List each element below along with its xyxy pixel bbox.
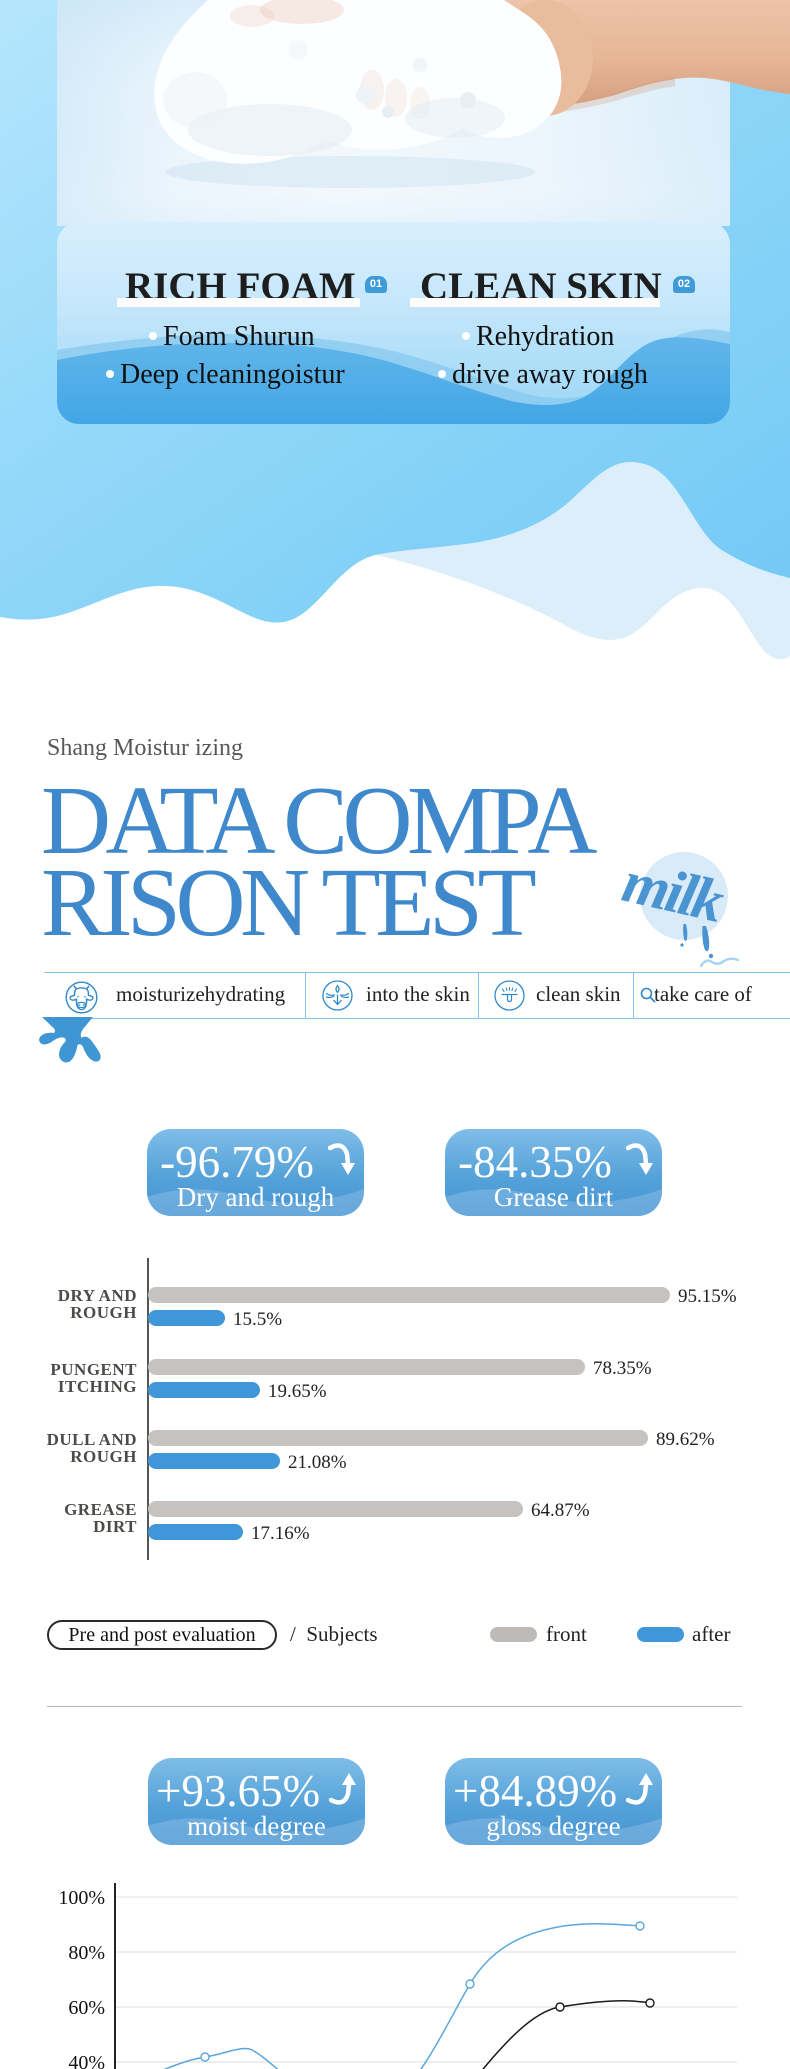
svg-text:milk: milk — [617, 848, 730, 935]
